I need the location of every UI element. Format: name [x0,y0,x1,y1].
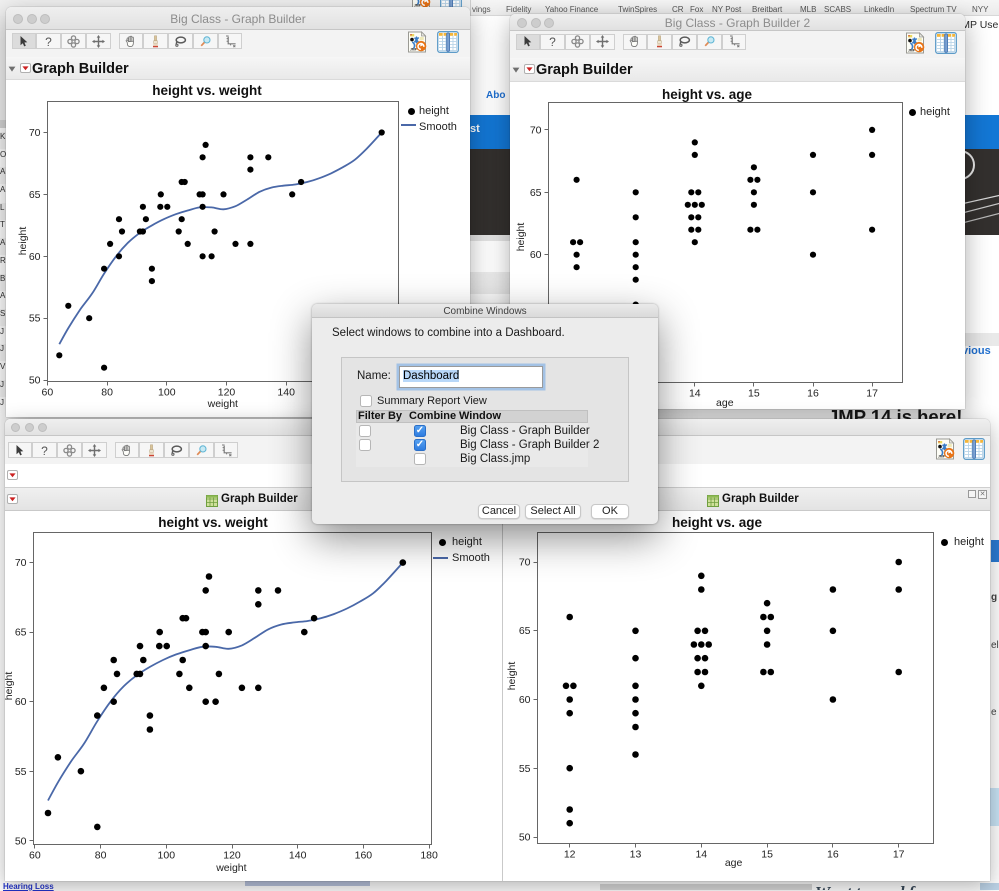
svg-text:16: 16 [827,849,839,861]
svg-text:100: 100 [158,850,176,862]
svg-text:?: ? [549,35,556,48]
svg-text:120: 120 [218,387,236,399]
svg-text:60: 60 [29,850,41,862]
svg-text:JMP: JMP [908,48,916,52]
svg-text:15: 15 [748,388,760,400]
svg-text:60: 60 [519,694,531,706]
svg-text:50: 50 [519,832,531,844]
svg-text:160: 160 [355,850,373,862]
svg-text:60: 60 [29,251,41,263]
svg-text:12: 12 [564,849,576,861]
svg-text:60: 60 [530,249,542,261]
svg-text:70: 70 [519,557,531,569]
svg-text:JMP: JMP [938,455,946,459]
svg-text:JMP: JMP [410,48,418,52]
svg-text:120: 120 [223,850,241,862]
svg-text:65: 65 [519,625,531,637]
svg-text:55: 55 [15,766,27,778]
svg-text:140: 140 [289,850,307,862]
svg-text:60: 60 [42,387,54,399]
svg-text:140: 140 [277,387,295,399]
svg-text:13: 13 [630,849,642,861]
svg-text:14: 14 [695,849,707,861]
svg-text:180: 180 [420,850,438,862]
svg-text:17: 17 [893,849,905,861]
svg-text:65: 65 [29,189,41,201]
svg-text:?: ? [45,35,52,48]
svg-text:65: 65 [15,627,27,639]
svg-text:17: 17 [866,388,878,400]
svg-text:JMP: JMP [414,4,422,8]
svg-text:80: 80 [101,387,113,399]
svg-text:50: 50 [15,835,27,847]
svg-text:100: 100 [158,387,176,399]
svg-text:15: 15 [761,849,773,861]
svg-text:16: 16 [807,388,819,400]
svg-text:70: 70 [29,127,41,139]
svg-text:50: 50 [29,375,41,387]
svg-text:70: 70 [15,557,27,569]
svg-text:70: 70 [530,124,542,136]
svg-text:55: 55 [519,763,531,775]
svg-text:60: 60 [15,696,27,708]
svg-text:?: ? [41,444,48,457]
svg-text:14: 14 [689,388,701,400]
svg-text:65: 65 [530,187,542,199]
svg-text:55: 55 [29,313,41,325]
svg-text:80: 80 [95,850,107,862]
